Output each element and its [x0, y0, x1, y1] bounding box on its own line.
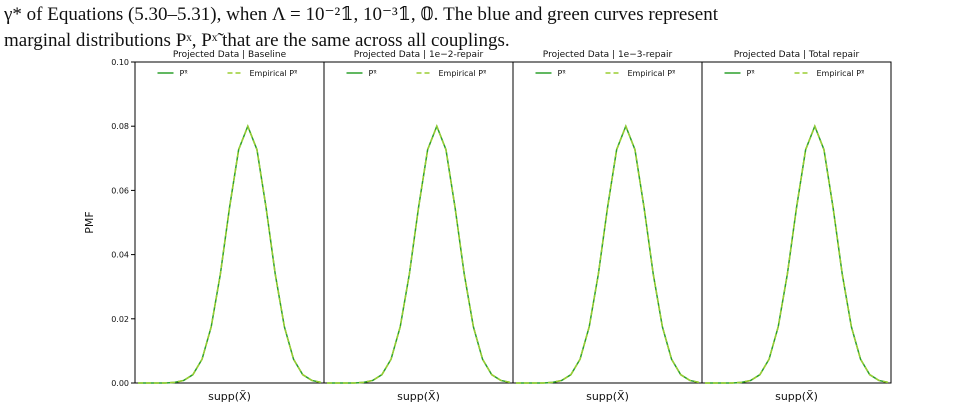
pmf-line — [138, 124, 322, 384]
axes-frame — [512, 61, 703, 384]
panel-title: Projected Data | 1e−3-repair — [543, 50, 673, 60]
legend-label: Empirical Pˣ̃ — [250, 69, 299, 78]
y-tick-label: 0.10 — [111, 58, 129, 67]
pmf-line — [327, 124, 511, 384]
x-axis-label: supp(X̃) — [208, 390, 251, 403]
y-axis-label: PMF — [83, 211, 96, 233]
pmf-line — [516, 124, 700, 384]
legend-label: Empirical Pˣ̃ — [628, 69, 677, 78]
axes-frame — [323, 61, 514, 384]
y-tick-label: 0.02 — [111, 315, 129, 324]
legend-label: Pˣ̃ — [558, 69, 567, 78]
caption-line: γ* of Equations (5.30–5.31), when Λ = 10… — [3, 4, 719, 25]
y-tick-label: 0.08 — [111, 122, 129, 131]
panel-title: Projected Data | Baseline — [173, 50, 287, 60]
pmf-line — [327, 124, 511, 384]
x-axis-label: supp(X̃) — [397, 390, 440, 403]
panel-title: Projected Data | 1e−2-repair — [354, 50, 484, 60]
pmf-line — [705, 124, 889, 384]
pmf-line — [705, 124, 889, 384]
legend-label: Empirical Pˣ̃ — [817, 69, 866, 78]
caption-line: marginal distributions Pˣ, Pˣ̃ that are … — [4, 30, 510, 51]
panel-title: Projected Data | Total repair — [734, 50, 860, 60]
axes-frame — [701, 61, 892, 384]
pmf-line — [138, 124, 322, 384]
legend-label: Pˣ̃ — [369, 69, 378, 78]
legend-label: Pˣ̃ — [180, 69, 189, 78]
y-tick-label: 0.06 — [111, 186, 129, 195]
legend-label: Pˣ̃ — [747, 69, 756, 78]
y-tick-label: 0.00 — [111, 379, 129, 388]
legend-label: Empirical Pˣ̃ — [439, 69, 488, 78]
y-tick-label: 0.04 — [111, 251, 129, 260]
x-axis-label: supp(X̃) — [586, 390, 629, 403]
x-axis-label: supp(X̃) — [775, 390, 818, 403]
axes-frame — [134, 61, 325, 384]
pmf-line — [516, 124, 700, 384]
